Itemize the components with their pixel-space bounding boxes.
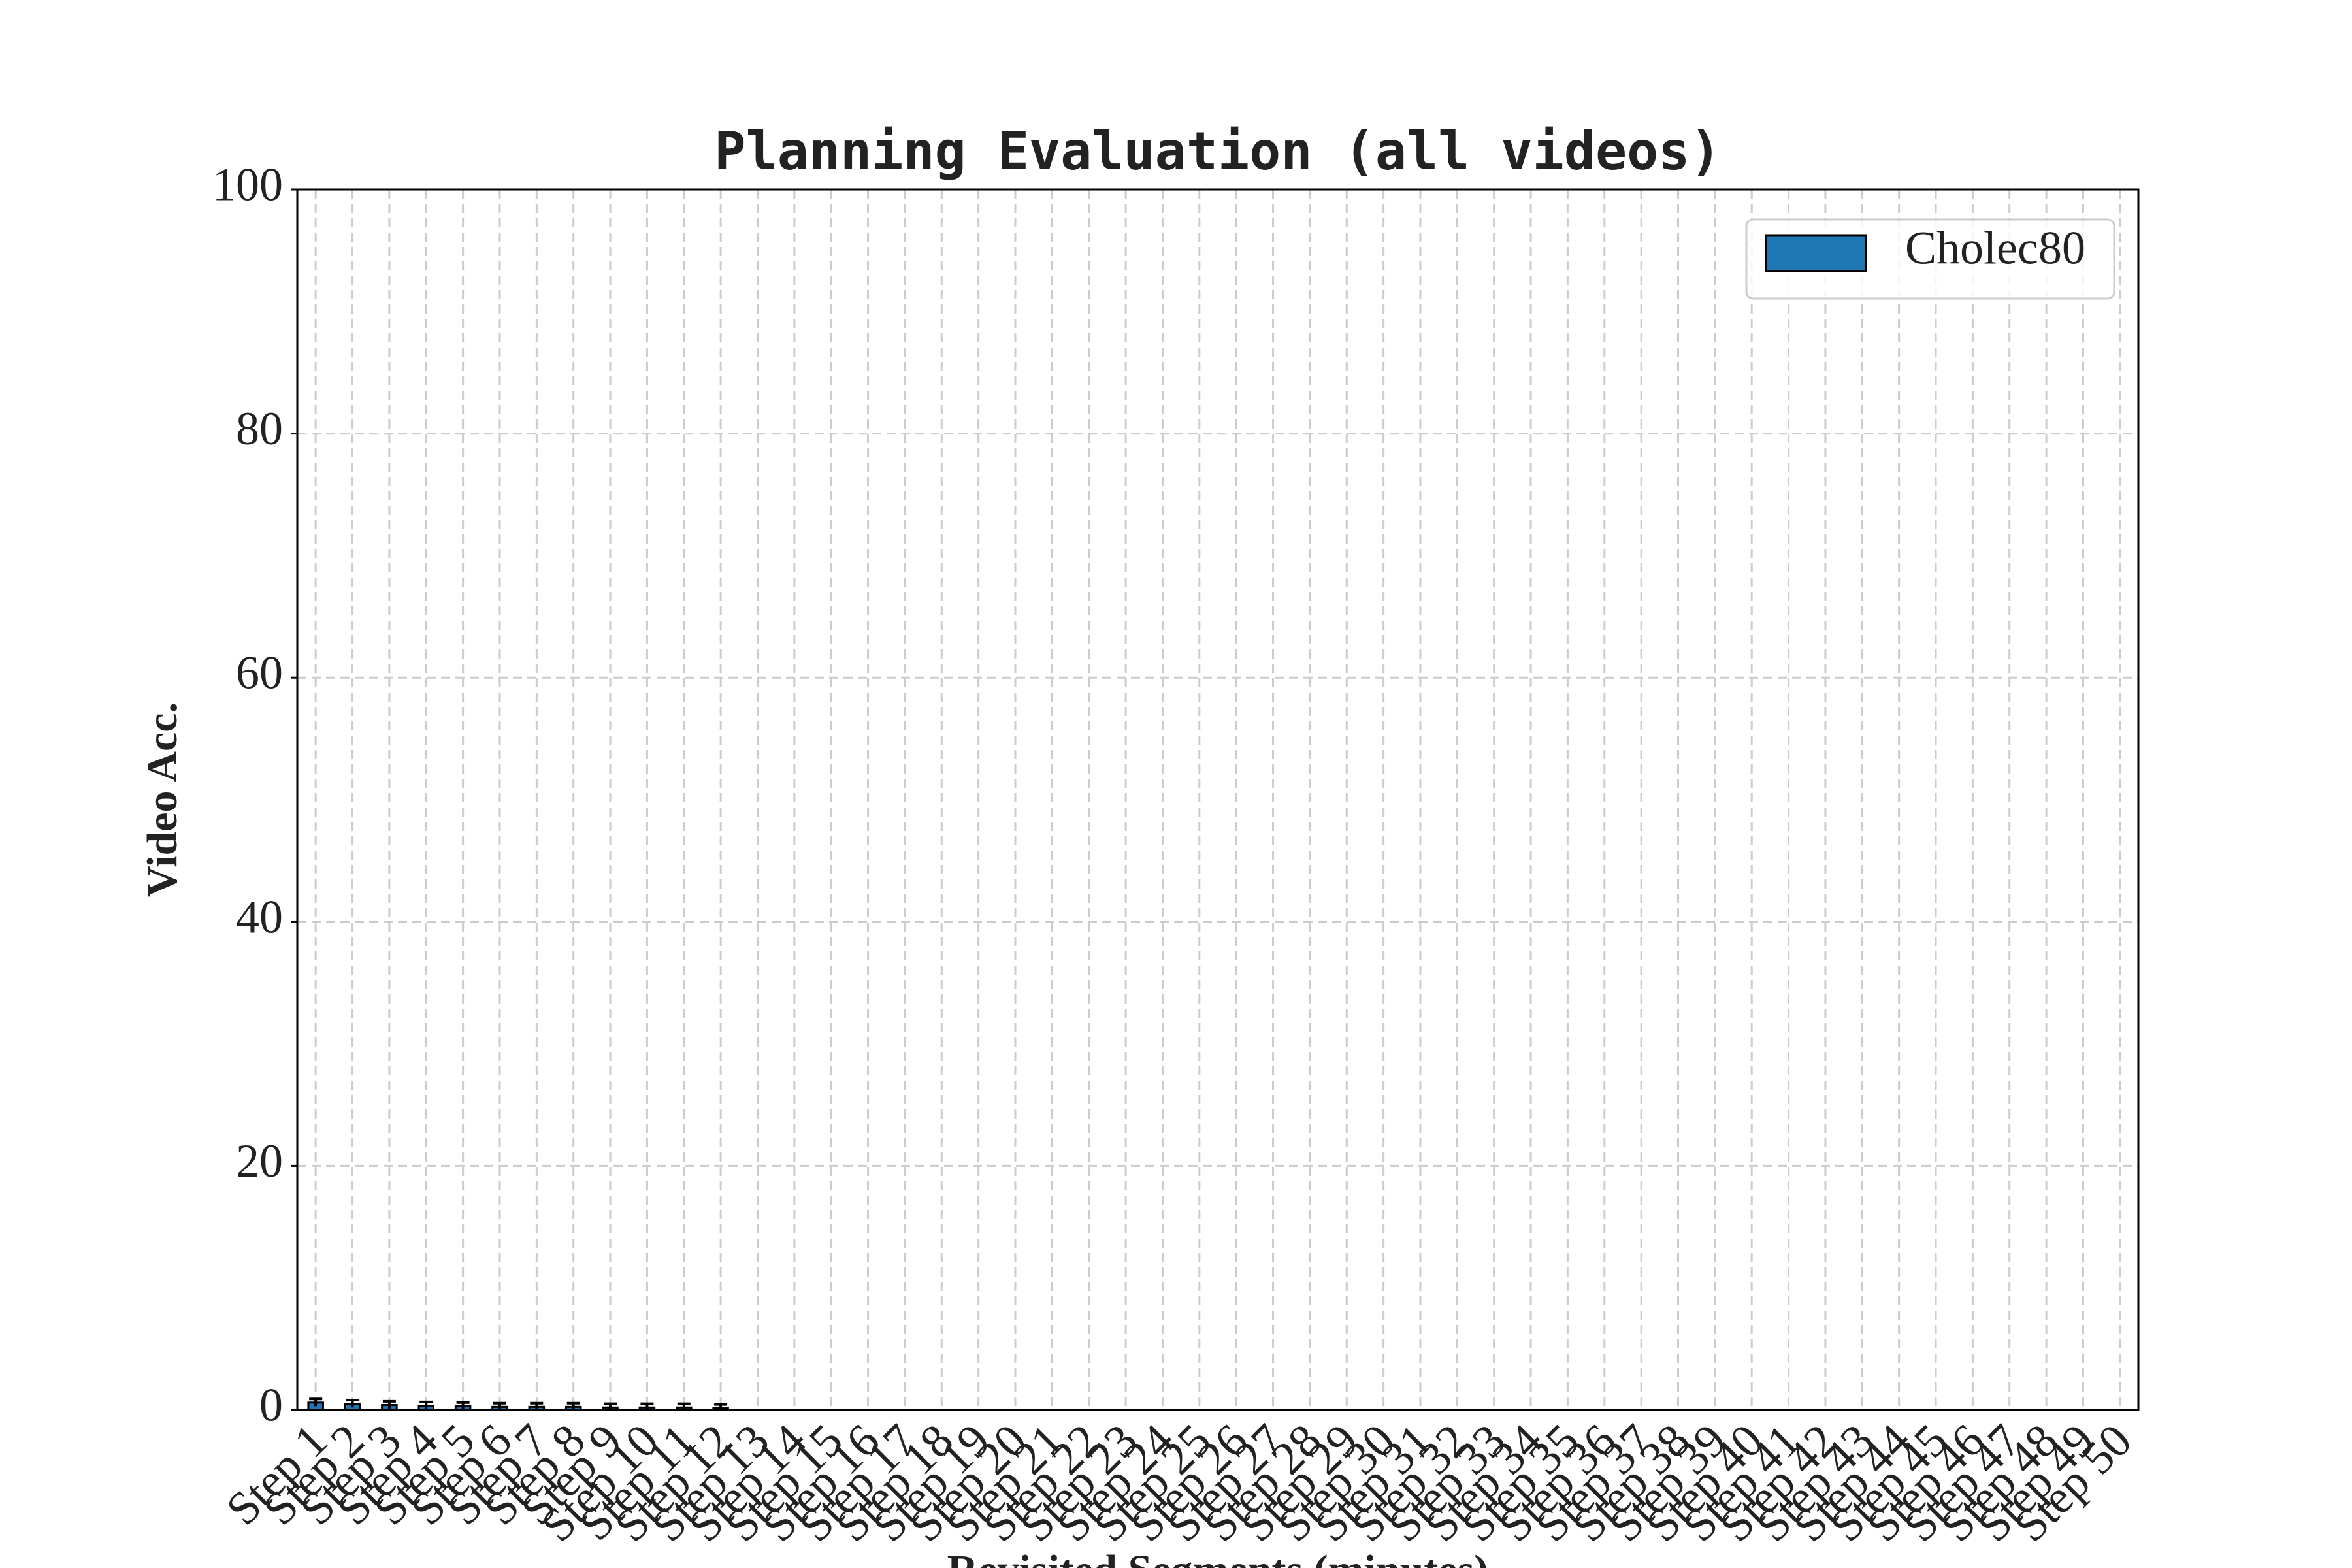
y-tick-label: 20 — [236, 1135, 283, 1187]
legend-label: Cholec80 — [1905, 222, 2085, 274]
y-tick-label: 0 — [259, 1379, 283, 1431]
x-axis-label: Revisited Segments (minutes) — [947, 1546, 1489, 1568]
chart-title: Planning Evaluation (all videos) — [714, 121, 1721, 182]
legend-swatch — [1765, 234, 1867, 272]
y-tick-label: 40 — [236, 890, 283, 943]
y-tick-label: 100 — [212, 159, 283, 211]
y-axis-label: Video Acc. — [139, 702, 186, 897]
plot-frame — [296, 188, 2140, 1411]
y-tick-label: 60 — [236, 647, 283, 699]
y-tick-label: 80 — [236, 402, 283, 455]
